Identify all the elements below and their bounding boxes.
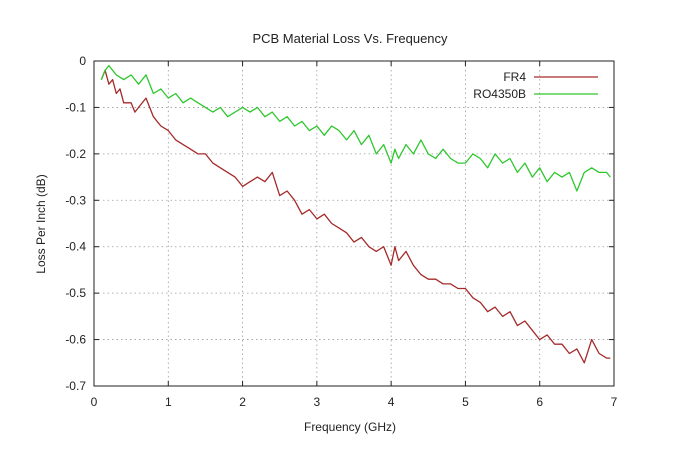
legend-label: FR4: [503, 70, 526, 84]
y-tick-label: 0: [79, 54, 86, 68]
x-tick-label: 1: [165, 395, 172, 409]
legend-label: RO4350B: [473, 87, 526, 101]
y-tick-label: -0.2: [65, 147, 86, 161]
y-tick-label: -0.1: [65, 100, 86, 114]
axis-ticks: 0 1 2 3 4 5 6 7 0 -0.1 -0.2 -0.3 -0.4 -0.5 -0.6 -0.7: [65, 54, 617, 409]
y-tick-label: -0.3: [65, 193, 86, 207]
grid: [94, 61, 614, 386]
x-tick-label: 6: [536, 395, 543, 409]
x-tick-label: 7: [611, 395, 618, 409]
x-tick-label: 3: [314, 395, 321, 409]
series-lines: [100, 64, 611, 364]
series-line-ro4350b: [100, 64, 611, 192]
x-axis-label: Frequency (GHz): [304, 420, 396, 434]
y-tick-label: -0.4: [65, 240, 86, 254]
x-tick-label: 5: [462, 395, 469, 409]
y-tick-label: -0.5: [65, 286, 86, 300]
chart-title: PCB Material Loss Vs. Frequency: [252, 31, 448, 46]
x-tick-label: 2: [239, 395, 246, 409]
x-tick-label: 4: [388, 395, 395, 409]
plot-frame: [93, 60, 615, 387]
series-line-fr4: [100, 69, 611, 364]
y-axis-label: Loss Per Inch (dB): [34, 174, 48, 273]
y-tick-label: -0.7: [65, 379, 86, 393]
legend: FR4 RO4350B: [473, 70, 598, 101]
y-tick-label: -0.6: [65, 333, 86, 347]
x-tick-label: 0: [91, 395, 98, 409]
